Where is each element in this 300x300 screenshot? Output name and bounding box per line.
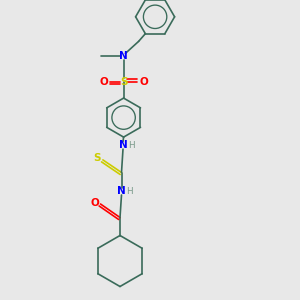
Text: H: H bbox=[127, 187, 133, 196]
Text: N: N bbox=[117, 186, 126, 197]
Text: S: S bbox=[120, 76, 127, 87]
Text: H: H bbox=[128, 141, 135, 150]
Text: N: N bbox=[119, 51, 128, 62]
Text: S: S bbox=[94, 153, 101, 164]
Text: N: N bbox=[118, 140, 127, 151]
Text: O: O bbox=[139, 76, 148, 87]
Text: O: O bbox=[91, 197, 100, 208]
Text: O: O bbox=[99, 76, 108, 87]
